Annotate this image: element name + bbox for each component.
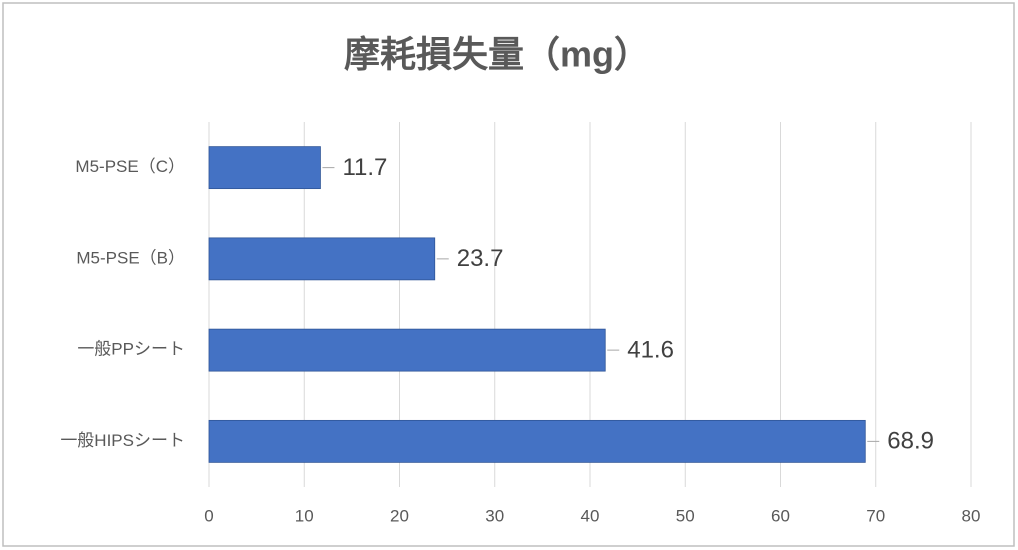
y-tick-label: 一般HIPSシート (60, 431, 185, 450)
x-tick-label: 30 (485, 506, 504, 525)
x-tick-label: 10 (295, 506, 314, 525)
x-tick-label: 80 (962, 506, 981, 525)
bar (208, 328, 606, 372)
bar (208, 146, 321, 190)
value-label: 11.7 (342, 154, 387, 181)
y-tick-label: M5-PSE（B） (76, 248, 185, 267)
x-tick-label: 50 (676, 506, 695, 525)
bar (208, 419, 866, 463)
x-tick-label: 0 (204, 506, 213, 525)
y-tick-label: 一般PPシート (77, 340, 185, 359)
bar (208, 237, 436, 281)
chart-title: 摩耗損失量（mg） (344, 34, 650, 75)
value-label: 23.7 (457, 245, 504, 272)
x-tick-label: 20 (390, 506, 409, 525)
x-tick-label: 60 (771, 506, 790, 525)
x-tick-label: 70 (866, 506, 885, 525)
value-label: 41.6 (627, 336, 674, 363)
y-tick-label: M5-PSE（C） (75, 157, 185, 176)
x-tick-label: 40 (581, 506, 600, 525)
value-label: 68.9 (887, 428, 934, 455)
